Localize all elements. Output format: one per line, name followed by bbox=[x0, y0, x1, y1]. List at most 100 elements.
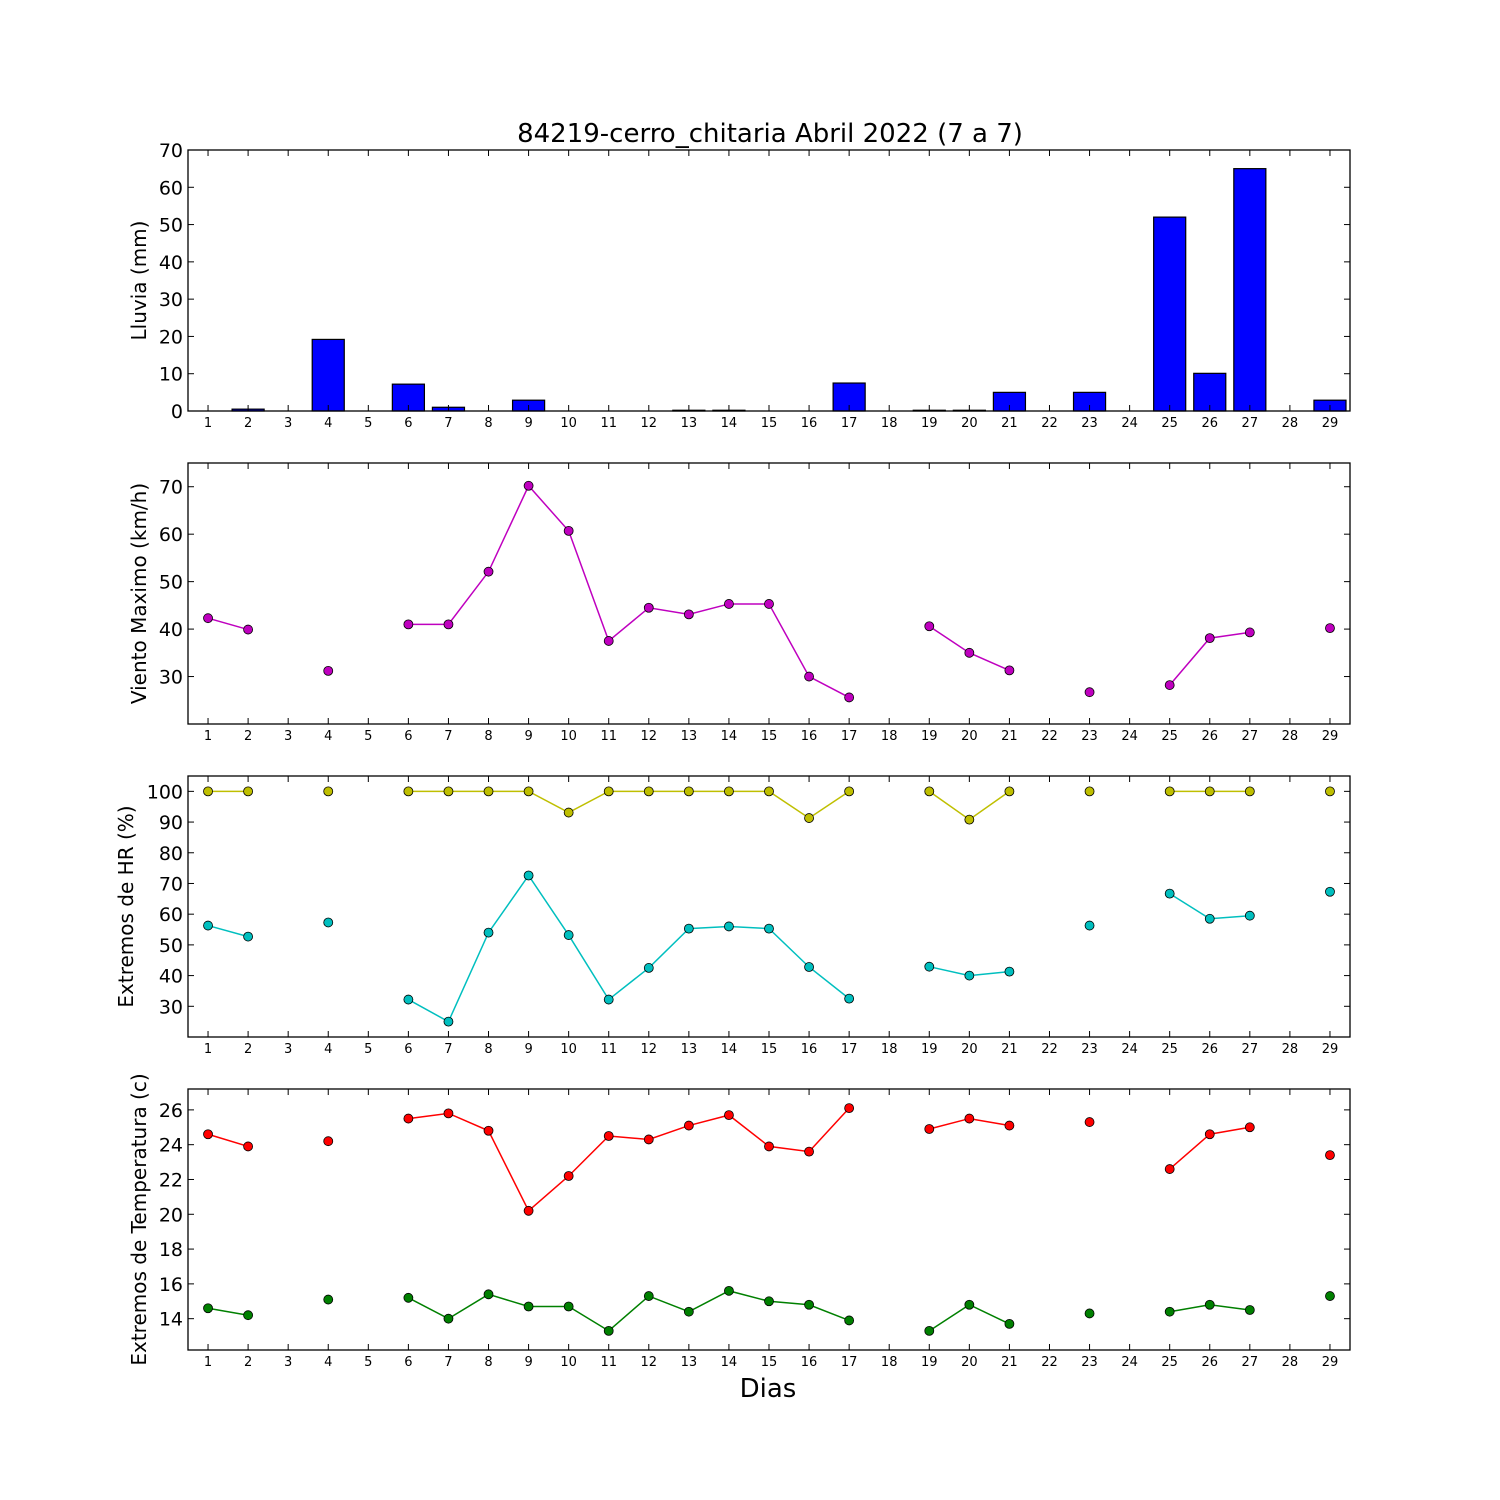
temp-max-point bbox=[523, 1205, 534, 1216]
hr-max-line bbox=[408, 790, 850, 819]
x-tick-label: 5 bbox=[364, 729, 372, 744]
x-tick-label: 10 bbox=[560, 1355, 577, 1370]
wind-max-point bbox=[243, 624, 254, 635]
x-tick-label: 21 bbox=[1001, 1355, 1018, 1370]
wind-max-point bbox=[523, 480, 534, 491]
x-tick-label: 20 bbox=[961, 1042, 978, 1057]
x-tick-label: 20 bbox=[961, 416, 978, 431]
wind-max-point bbox=[924, 621, 935, 632]
temp-min-point bbox=[203, 1303, 213, 1314]
hr-min-point bbox=[1004, 966, 1015, 977]
hr-min-point bbox=[683, 923, 694, 934]
x-tick-label: 27 bbox=[1242, 416, 1259, 431]
x-tick-label: 22 bbox=[1041, 729, 1058, 744]
temp-min-point bbox=[603, 1325, 614, 1336]
x-tick-label: 10 bbox=[560, 416, 577, 431]
y-tick-label: 40 bbox=[159, 619, 183, 641]
hr-min-point bbox=[603, 994, 614, 1005]
x-tick-label: 15 bbox=[761, 1042, 778, 1057]
temp-max-point bbox=[643, 1134, 654, 1145]
x-tick-label: 29 bbox=[1322, 1042, 1339, 1057]
x-tick-label: 7 bbox=[444, 729, 452, 744]
temp-max-point bbox=[964, 1113, 975, 1124]
hr-min-point bbox=[724, 921, 734, 932]
x-tick-label: 22 bbox=[1041, 1355, 1058, 1370]
temp-max-point bbox=[323, 1136, 334, 1147]
hr-max-point bbox=[844, 786, 855, 797]
hr-min-line bbox=[408, 874, 850, 1023]
x-tick-label: 27 bbox=[1242, 1355, 1259, 1370]
temp-min-point bbox=[804, 1299, 814, 1310]
x-tick-label: 12 bbox=[641, 1355, 658, 1370]
rain-bar bbox=[1153, 216, 1187, 412]
hr-min-point bbox=[844, 993, 855, 1004]
x-tick-label: 6 bbox=[404, 1042, 412, 1057]
temp-min-point bbox=[924, 1325, 935, 1336]
x-tick-label: 21 bbox=[1001, 416, 1018, 431]
hr-min-line bbox=[207, 924, 249, 938]
temp-max-point bbox=[1244, 1122, 1255, 1133]
temp-max-point bbox=[243, 1141, 254, 1152]
x-tick-label: 9 bbox=[524, 416, 532, 431]
x-tick-label: 26 bbox=[1201, 729, 1218, 744]
x-tick-label: 22 bbox=[1041, 416, 1058, 431]
y-tick-label: 18 bbox=[159, 1239, 183, 1261]
x-tick-label: 12 bbox=[641, 1042, 658, 1057]
x-tick-label: 9 bbox=[524, 1355, 532, 1370]
x-tick-label: 6 bbox=[404, 416, 412, 431]
temp-max-point bbox=[1325, 1150, 1335, 1161]
hr-max-point bbox=[804, 813, 814, 823]
x-tick-label: 13 bbox=[681, 416, 698, 431]
y-tick-label: 60 bbox=[159, 524, 183, 546]
wind-max-point bbox=[643, 602, 654, 613]
wind-max-point bbox=[403, 619, 414, 630]
y-tick-label: 50 bbox=[159, 215, 183, 237]
x-tick-label: 15 bbox=[761, 1355, 778, 1370]
hr-max-point bbox=[483, 786, 494, 797]
x-tick-label: 20 bbox=[961, 1355, 978, 1370]
wind-max-point bbox=[323, 665, 334, 676]
rain-y-axis-label: Lluvia (mm) bbox=[127, 221, 151, 341]
x-tick-label: 29 bbox=[1322, 729, 1339, 744]
x-tick-label: 14 bbox=[721, 416, 738, 431]
y-tick-label: 60 bbox=[159, 177, 183, 199]
wind-max-point bbox=[804, 671, 814, 682]
hr-min-point bbox=[1204, 913, 1215, 924]
y-tick-label: 14 bbox=[159, 1309, 183, 1331]
temp-max-point bbox=[804, 1146, 814, 1157]
x-tick-label: 8 bbox=[484, 416, 492, 431]
temp-min-point bbox=[443, 1313, 454, 1324]
x-tick-label: 23 bbox=[1081, 416, 1098, 431]
x-tick-label: 21 bbox=[1001, 1042, 1018, 1057]
x-tick-label: 11 bbox=[600, 729, 617, 744]
temp-max-point bbox=[483, 1125, 494, 1136]
temp-max-point bbox=[403, 1113, 414, 1124]
x-tick-label: 13 bbox=[681, 729, 698, 744]
x-tick-label: 17 bbox=[841, 1355, 858, 1370]
hr-min-point bbox=[203, 920, 213, 931]
x-tick-label: 3 bbox=[284, 1355, 292, 1370]
hr-min-point bbox=[1325, 886, 1335, 897]
temp-min-point bbox=[483, 1289, 494, 1300]
x-tick-label: 23 bbox=[1081, 1355, 1098, 1370]
x-tick-label: 27 bbox=[1242, 1042, 1259, 1057]
x-tick-label: 4 bbox=[324, 416, 332, 431]
x-tick-label: 19 bbox=[921, 1355, 938, 1370]
wind-max-point bbox=[443, 619, 454, 630]
temp-min-point bbox=[1004, 1319, 1015, 1329]
temp-min-point bbox=[724, 1285, 734, 1296]
x-tick-label: 21 bbox=[1001, 729, 1018, 744]
rain-bar bbox=[311, 338, 345, 412]
wind-max-point bbox=[1084, 687, 1095, 698]
x-tick-label: 12 bbox=[641, 729, 658, 744]
hr-min-point bbox=[323, 917, 334, 928]
y-tick-label: 70 bbox=[159, 140, 183, 162]
x-tick-label: 15 bbox=[761, 416, 778, 431]
x-tick-label: 7 bbox=[444, 416, 452, 431]
temp-max-point bbox=[203, 1129, 213, 1140]
wind-max-point bbox=[683, 609, 694, 620]
